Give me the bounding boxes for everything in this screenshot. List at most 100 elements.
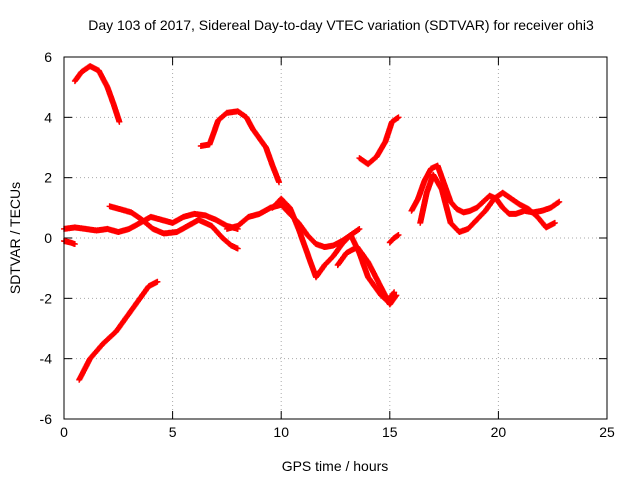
x-tick-label: 0 — [60, 424, 68, 440]
data-point-run — [434, 162, 447, 186]
data-point-run — [137, 284, 151, 302]
data-point-run — [415, 178, 428, 202]
data-point-run — [278, 201, 293, 216]
series-track-4 — [356, 114, 402, 168]
data-point-run — [473, 199, 486, 211]
data-point-run — [295, 225, 310, 255]
data-point-run — [421, 166, 434, 184]
data-point — [116, 118, 123, 125]
data-point-run — [441, 180, 454, 204]
data-point-run — [269, 196, 284, 211]
data-point-run — [104, 84, 117, 108]
data-point-run — [408, 196, 421, 214]
y-axis-label: SDTVAR / TECUs — [7, 182, 23, 294]
data-point-run — [184, 217, 201, 229]
series-track-10 — [334, 244, 400, 308]
data-point-run — [250, 126, 262, 141]
series-track-9 — [269, 195, 398, 305]
data-point-run — [304, 232, 319, 247]
series-track-12 — [408, 162, 563, 217]
data-point-run — [375, 280, 393, 307]
x-tick-label: 10 — [273, 424, 289, 440]
data-point-run — [71, 70, 84, 85]
data-point-run — [115, 226, 132, 235]
data-point-run — [304, 250, 319, 280]
x-tick-label: 20 — [491, 424, 507, 440]
data-point-run — [256, 135, 269, 150]
data-point-run — [365, 259, 382, 286]
data-point-run — [382, 119, 395, 145]
data-point-run — [313, 263, 327, 281]
x-tick-label: 25 — [599, 424, 615, 440]
series-track-1 — [71, 63, 123, 125]
data-point-run — [482, 196, 497, 214]
y-tick-label: 0 — [44, 230, 52, 246]
data-point-run — [243, 114, 256, 132]
data-point — [234, 245, 241, 252]
series-track-3 — [197, 108, 283, 186]
data-point-run — [169, 214, 186, 226]
series-track-2 — [76, 278, 161, 383]
data-point — [551, 219, 558, 226]
data-point-run — [365, 154, 379, 168]
data-point-run — [465, 217, 479, 232]
data-point-run — [373, 139, 388, 160]
data-point-run — [213, 216, 229, 229]
data-point-run — [525, 206, 540, 220]
grid-lines — [64, 57, 607, 419]
x-tick-label: 5 — [169, 424, 177, 440]
y-tick-label: 6 — [44, 49, 52, 65]
axis-ticks — [63, 56, 608, 420]
data-point-run — [76, 356, 93, 383]
y-tick-label: -6 — [40, 411, 53, 427]
data-point — [71, 241, 78, 248]
series-track-7 — [106, 203, 241, 252]
data-point-run — [386, 293, 399, 308]
data-point-run — [126, 220, 142, 232]
y-tick-label: -2 — [40, 290, 53, 306]
data-point-run — [365, 274, 377, 289]
data-point-run — [113, 311, 132, 335]
data-point-run — [269, 162, 282, 185]
data-points — [61, 63, 563, 383]
data-point — [154, 278, 161, 285]
data-point-run — [173, 223, 190, 235]
data-point — [393, 292, 400, 299]
data-point-run — [128, 209, 145, 223]
data-point — [391, 289, 398, 296]
data-point-run — [354, 244, 371, 265]
data-point-run — [111, 102, 122, 124]
y-tick-label: 2 — [44, 170, 52, 186]
data-point-run — [321, 253, 336, 269]
data-point-run — [215, 110, 229, 124]
series-track-13 — [417, 171, 558, 235]
data-point-run — [330, 242, 345, 260]
data-point-run — [150, 225, 166, 236]
data-point-run — [430, 171, 445, 192]
data-point-run — [195, 216, 214, 229]
data-point-run — [202, 212, 218, 223]
data-point-run — [286, 204, 302, 231]
data-point — [276, 179, 283, 186]
data-point — [356, 225, 363, 232]
data-point-run — [438, 186, 454, 225]
series-track-6 — [61, 238, 78, 248]
y-tick-label: -4 — [40, 351, 53, 367]
data-point-run — [206, 118, 221, 148]
data-point-run — [100, 329, 119, 347]
data-point-run — [256, 205, 273, 217]
data-point — [395, 114, 402, 121]
data-point — [395, 231, 402, 238]
data-point-run — [126, 296, 143, 317]
data-point-run — [371, 283, 384, 298]
x-tick-label: 15 — [382, 424, 398, 440]
data-point-run — [278, 195, 293, 210]
data-point-run — [417, 190, 430, 226]
data-point-run — [219, 235, 234, 248]
data-point-run — [499, 204, 512, 217]
tick-labels: 0 5 10 15 20 25 -6 -4 -2 0 2 4 6 — [40, 49, 615, 440]
y-tick-label: 4 — [44, 109, 52, 125]
data-point-run — [139, 216, 156, 232]
data-point-run — [234, 214, 251, 229]
